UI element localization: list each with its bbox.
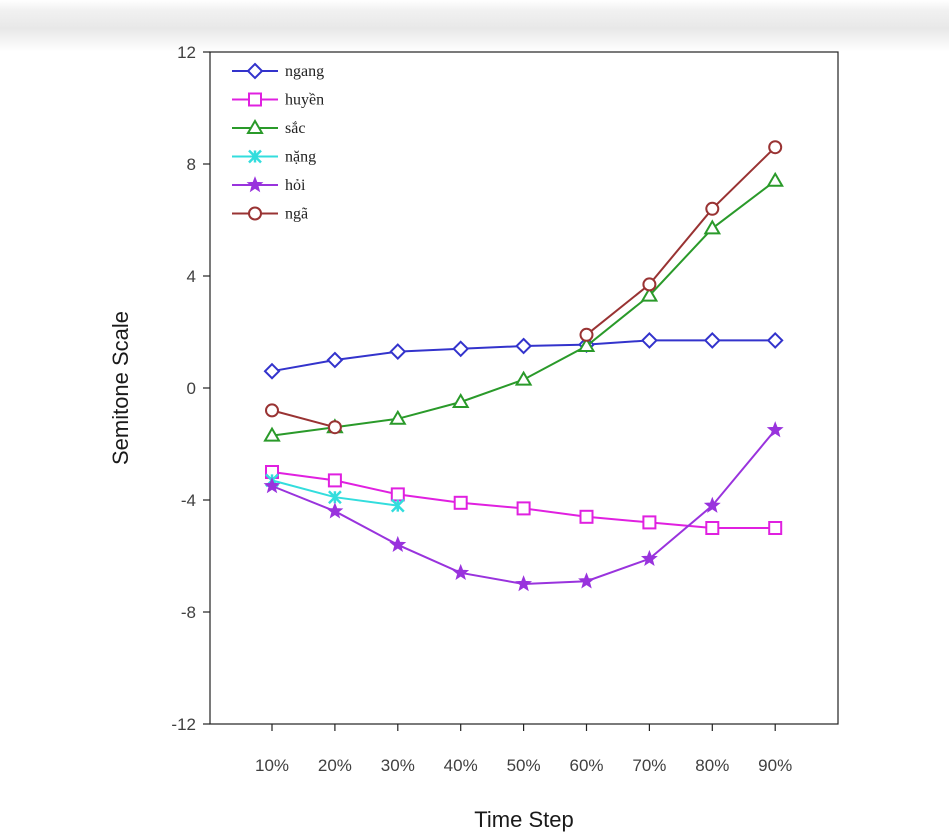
data-point (328, 490, 342, 505)
data-point (703, 496, 721, 513)
top-gradient-band (0, 0, 949, 52)
data-point (326, 351, 344, 369)
data-point (703, 331, 721, 349)
x-tick-label: 90% (758, 756, 792, 775)
data-point (768, 140, 783, 155)
series-line (585, 146, 776, 336)
data-point (768, 521, 783, 535)
data-point (263, 426, 281, 442)
legend-marker (248, 149, 262, 164)
data-point (263, 362, 281, 380)
data-point (640, 286, 659, 302)
legend-marker (246, 176, 264, 193)
data-point (453, 495, 468, 510)
legend-marker (246, 62, 264, 80)
data-point (452, 340, 470, 358)
series-line (271, 409, 336, 429)
data-point (579, 509, 594, 524)
data-point (578, 572, 595, 589)
data-point-stroke (390, 498, 405, 513)
legend-label: huyền (285, 92, 324, 109)
legend-label: nặng (285, 149, 316, 166)
series-4 (263, 421, 784, 592)
data-point (327, 420, 342, 435)
x-axis: 10% 20% 30% 40% 50% 60% 70% 80% 90% (255, 724, 792, 775)
data-point (640, 331, 658, 349)
data-point (452, 563, 470, 581)
legend-item: hỏi (232, 176, 306, 194)
legend-label: ngang (285, 63, 324, 80)
y-tick-label: 0 (187, 379, 196, 398)
data-point (766, 331, 784, 349)
x-tick-label: 40% (444, 756, 478, 775)
x-tick-label: 60% (569, 756, 603, 775)
data-point (516, 501, 531, 516)
x-tick-label: 70% (632, 756, 666, 775)
series-line (271, 471, 776, 529)
legend-marker-stroke (248, 149, 262, 164)
data-point (265, 403, 279, 418)
series-1 (265, 465, 783, 535)
data-point (705, 521, 720, 535)
data-point-stroke (328, 490, 342, 505)
y-axis-title: Semitone Scale (108, 311, 133, 465)
data-point (451, 393, 470, 408)
data-point (515, 337, 533, 355)
data-point (515, 575, 533, 592)
y-tick-label: 8 (187, 155, 196, 174)
series-layer (263, 140, 784, 592)
y-tick-label: 4 (187, 267, 196, 286)
legend-marker (246, 119, 264, 134)
legend-item: huyền (232, 92, 324, 109)
data-point (327, 473, 342, 488)
legend-marker (248, 92, 262, 107)
y-tick-label: 12 (177, 43, 196, 62)
data-point (389, 343, 407, 361)
legend-item: ngang (232, 62, 324, 80)
x-tick-label: 20% (318, 756, 352, 775)
data-point (577, 337, 596, 352)
data-point (514, 370, 533, 386)
data-point (263, 477, 281, 494)
legend: ngang huyền sắc nặng hỏi ngã (232, 62, 324, 223)
legend-item: sắc (232, 119, 305, 137)
series-5 (265, 140, 783, 435)
data-point (766, 171, 784, 187)
data-point (389, 409, 407, 425)
x-tick-label: 50% (507, 756, 541, 775)
x-tick-label: 10% (255, 756, 289, 775)
data-point (579, 327, 594, 342)
y-axis: 12 8 4 0 -4 -8 -12 (171, 43, 210, 734)
data-point (642, 515, 657, 530)
legend-label: hỏi (285, 177, 306, 194)
y-tick-label: -12 (171, 715, 196, 734)
y-tick-label: -8 (181, 603, 196, 622)
legend-marker (248, 206, 262, 221)
legend-label: ngã (285, 206, 308, 223)
series-line (271, 180, 776, 437)
x-tick-label: 80% (695, 756, 729, 775)
data-point (640, 549, 658, 567)
data-point (390, 498, 405, 513)
data-point (703, 219, 722, 235)
legend-label: sắc (285, 120, 305, 137)
x-axis-title: Time Step (474, 807, 573, 832)
data-point (326, 502, 344, 519)
legend-item: nặng (232, 149, 316, 166)
data-point (642, 277, 657, 292)
x-tick-label: 30% (381, 756, 415, 775)
data-point (766, 421, 784, 438)
data-point (705, 201, 720, 216)
y-tick-label: -4 (181, 491, 196, 510)
data-point (390, 487, 405, 502)
series-2 (263, 171, 784, 442)
series-0 (263, 331, 784, 380)
legend-item: ngã (232, 206, 308, 223)
data-point (389, 535, 407, 553)
